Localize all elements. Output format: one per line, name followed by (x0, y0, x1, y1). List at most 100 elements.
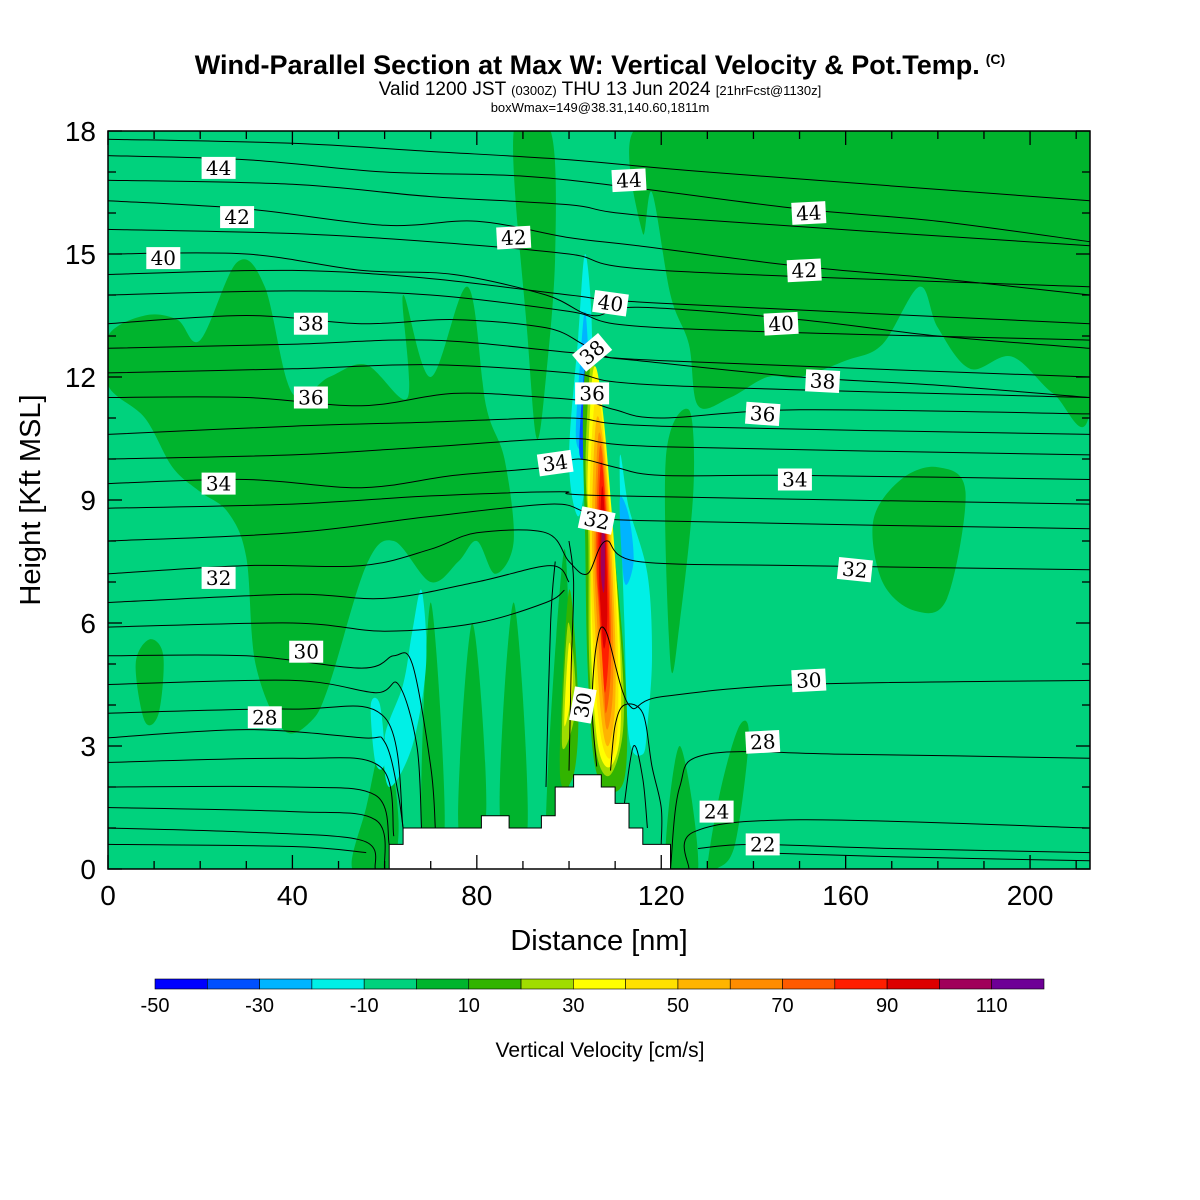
w-region (665, 746, 699, 869)
contour-label-box (777, 468, 812, 491)
contour-label-text: 30 (795, 668, 822, 693)
colorbar-swatch (520, 978, 574, 990)
contour-label-34: 34 (536, 449, 574, 477)
w-region (499, 602, 528, 850)
contour-label-box (496, 225, 532, 250)
w-region (370, 697, 385, 770)
colorbar-label: 10 (458, 995, 480, 1017)
theta-contour-42 (108, 200, 1090, 296)
contour-label-text: 24 (704, 800, 729, 824)
theta-contour-32 (108, 529, 1090, 576)
contour-label-42: 42 (220, 205, 255, 229)
x-tick-label: 200 (1007, 880, 1054, 911)
y-tick-label: 6 (80, 608, 96, 639)
colorbar-swatch (729, 978, 783, 990)
y-tick-label: 3 (80, 731, 96, 762)
theta-contour-28 (108, 729, 409, 869)
theta-contour-28 (670, 751, 1090, 869)
w-region (421, 602, 445, 857)
theta-contour (108, 228, 1090, 288)
contour-label-box (745, 730, 781, 754)
contour-label-36: 36 (293, 386, 328, 410)
theta-contour (108, 417, 1090, 435)
colorbar-swatch (416, 978, 470, 990)
w-region (707, 720, 749, 869)
colorbar-swatch (782, 978, 836, 990)
potential-temperature-contours (108, 138, 1090, 869)
contour-label-box (592, 289, 629, 317)
contour-label-42: 42 (786, 258, 822, 283)
contour-label-text: 22 (750, 832, 775, 856)
contour-label-38: 38 (805, 368, 841, 394)
valid-time: Valid 1200 JST (378, 79, 506, 100)
contour-label-text: 32 (841, 556, 869, 583)
terrain-profile (108, 774, 1090, 870)
contour-label-box (146, 247, 181, 270)
colorbar-label: -50 (141, 995, 170, 1017)
contour-label-40: 40 (763, 311, 799, 336)
contour-label-34: 34 (777, 468, 812, 492)
theta-contour (108, 679, 422, 829)
contour-label-24: 24 (699, 800, 734, 824)
x-tick-label: 80 (461, 880, 492, 911)
w-region (108, 259, 514, 734)
contour-label-38: 38 (293, 312, 328, 336)
contour-label-text: 34 (206, 472, 231, 496)
contour-label-44: 44 (611, 168, 647, 193)
contour-label-text: 30 (569, 690, 597, 719)
colorbar-label: 50 (667, 995, 689, 1017)
theta-contour (108, 138, 1090, 202)
valid-utc: (0300Z) (511, 83, 557, 98)
contour-label-text: 42 (500, 225, 527, 250)
theta-contour (108, 503, 1090, 542)
y-tick-label: 18 (65, 116, 96, 147)
contour-label-box (575, 382, 610, 405)
colorbar-swatch (573, 978, 626, 990)
contour-label-box (289, 640, 324, 663)
contour-label-box (201, 156, 236, 179)
y-tick-label: 9 (80, 485, 96, 516)
theta-contour (108, 269, 1090, 325)
theta-contour (108, 843, 367, 854)
w-region (619, 496, 634, 585)
contour-label-22: 22 (745, 832, 780, 856)
contour-label-box (805, 369, 841, 393)
theta-contour-26 (683, 819, 1090, 869)
contour-label-box (611, 168, 647, 193)
theta-contour (610, 703, 663, 845)
contour-label-text: 38 (298, 312, 323, 336)
theta-contour (108, 290, 1090, 341)
colorbar-swatch (206, 978, 260, 990)
colorbar-swatch (991, 978, 1045, 990)
contour-label-32: 32 (201, 566, 236, 590)
chart-title: Wind-Parallel Section at Max W: Vertical… (0, 42, 1200, 82)
colorbar-label: 110 (976, 995, 1008, 1017)
x-tick-label: 120 (638, 880, 685, 911)
theta-contour (568, 540, 575, 771)
contour-label-box (786, 258, 822, 283)
theta-contour-24 (698, 843, 1090, 854)
colorbar-label: 90 (876, 995, 898, 1017)
contour-label-28: 28 (745, 729, 781, 755)
colorbar-swatch (939, 978, 992, 990)
y-axis-title: Height [Kft MSL] (15, 394, 47, 605)
contour-label-text: 42 (224, 205, 249, 229)
colorbar-swatch (363, 978, 417, 990)
w-region (135, 639, 164, 726)
y-tick-label: 0 (80, 854, 96, 885)
theta-contour (108, 589, 565, 632)
colorbar-swatch (677, 978, 731, 990)
forecast-run: [21hrFcst@1130z] (715, 83, 822, 98)
chart-title-text: Wind-Parallel Section at Max W: Vertical… (194, 50, 980, 80)
contour-label-text: 28 (749, 729, 776, 754)
contour-label-34: 34 (201, 472, 236, 496)
contour-label-30: 30 (569, 686, 597, 724)
contour-label-box (569, 686, 597, 724)
contour-label-28: 28 (247, 705, 282, 729)
theta-contour (108, 807, 386, 869)
contour-label-box (836, 556, 873, 583)
theta-contour-30 (108, 652, 436, 829)
contour-label-42: 42 (496, 225, 532, 250)
